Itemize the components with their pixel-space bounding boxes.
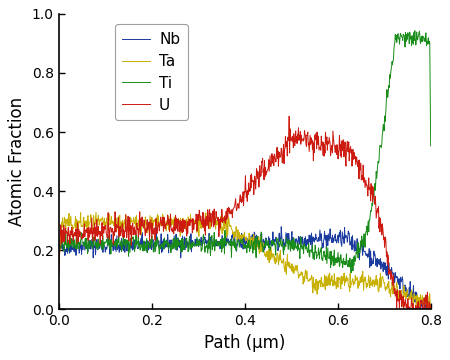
Ta bbox=[56, 260, 62, 264]
Ti bbox=[428, 144, 433, 148]
Ta bbox=[282, 270, 288, 274]
Ti bbox=[272, 241, 278, 245]
Ta bbox=[338, 274, 344, 278]
Nb bbox=[272, 239, 278, 243]
Ta bbox=[79, 224, 84, 228]
Line: Ta: Ta bbox=[59, 212, 431, 309]
U bbox=[397, 307, 402, 311]
Ti bbox=[412, 28, 418, 33]
Line: U: U bbox=[59, 116, 431, 309]
Nb bbox=[279, 225, 284, 229]
U bbox=[293, 140, 299, 144]
Ta bbox=[273, 262, 278, 266]
Nb bbox=[377, 259, 382, 263]
Nb bbox=[417, 307, 422, 311]
Line: Nb: Nb bbox=[59, 227, 431, 309]
X-axis label: Path (μm): Path (μm) bbox=[204, 334, 285, 352]
Ti bbox=[56, 269, 62, 273]
Nb bbox=[79, 252, 84, 256]
Nb bbox=[293, 237, 299, 241]
Ti bbox=[79, 231, 84, 235]
Ti bbox=[338, 252, 343, 257]
Nb bbox=[282, 241, 288, 245]
U bbox=[56, 275, 62, 279]
U bbox=[377, 215, 382, 220]
Nb bbox=[56, 243, 62, 247]
Ti bbox=[293, 241, 298, 245]
Ti bbox=[377, 148, 382, 152]
Legend: Nb, Ta, Ti, U: Nb, Ta, Ti, U bbox=[115, 24, 188, 120]
Nb bbox=[428, 304, 433, 308]
Ti bbox=[348, 271, 354, 275]
Nb bbox=[338, 242, 344, 246]
U bbox=[272, 153, 278, 157]
Ta bbox=[428, 305, 433, 310]
Line: Ti: Ti bbox=[59, 31, 431, 273]
U bbox=[282, 147, 287, 152]
Ta bbox=[93, 210, 99, 215]
U bbox=[287, 114, 292, 118]
Ta bbox=[424, 307, 430, 311]
U bbox=[428, 302, 433, 307]
U bbox=[79, 235, 84, 240]
U bbox=[338, 155, 344, 159]
Ta bbox=[377, 276, 382, 281]
Y-axis label: Atomic Fraction: Atomic Fraction bbox=[9, 97, 27, 226]
Ta bbox=[293, 269, 299, 273]
Ti bbox=[282, 248, 287, 252]
